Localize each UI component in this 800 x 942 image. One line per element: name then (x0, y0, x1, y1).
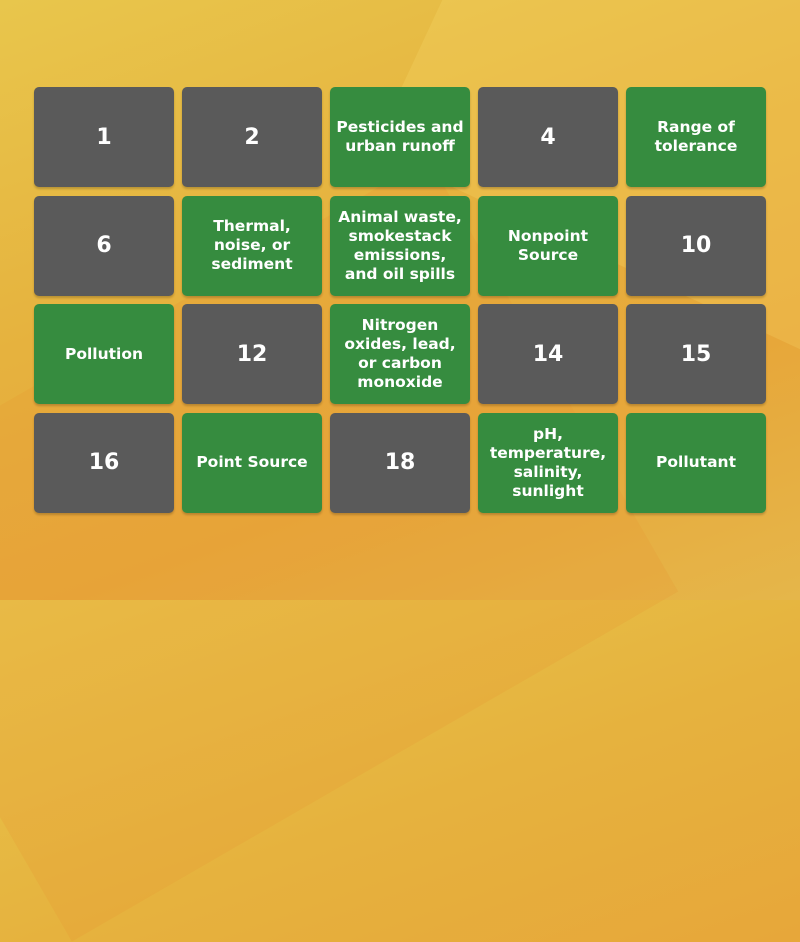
tile-label: 12 (236, 341, 268, 367)
answer-tile[interactable]: Pesticides and urban runoff (330, 87, 470, 187)
tile-label: 2 (244, 124, 260, 150)
tile-label: Point Source (196, 453, 308, 471)
answer-tile[interactable]: pH, temperature, salinity, sunlight (478, 412, 618, 513)
tile-label: Thermal, noise, or sediment (211, 217, 293, 273)
numbered-tile[interactable]: 4 (478, 87, 618, 187)
answer-tile[interactable]: Pollution (34, 304, 174, 404)
answer-tile[interactable]: Range of tolerance (626, 87, 766, 187)
tile-label: 6 (96, 233, 112, 258)
tile-grid: 1 2 Pesticides and urban runoff 4 Range of t… (34, 87, 766, 513)
answer-tile[interactable]: Thermal, noise, or sediment (182, 195, 322, 296)
answer-tile[interactable]: Point Source (182, 412, 322, 513)
numbered-tile[interactable]: 14 (478, 304, 618, 404)
tile-label: Pollutant (656, 453, 736, 471)
numbered-tile[interactable]: 10 (626, 195, 766, 296)
tile-label: Nitrogen oxides, lead, or carbon monoxid… (344, 316, 456, 391)
tile-label: 4 (540, 124, 556, 150)
tile-label: 14 (532, 341, 564, 367)
answer-tile[interactable]: Animal waste, smokestack emissions, and … (330, 195, 470, 296)
tile-label: 10 (680, 233, 712, 258)
numbered-tile[interactable]: 16 (34, 412, 174, 513)
numbered-tile[interactable]: 15 (626, 304, 766, 404)
answer-tile[interactable]: Pollutant (626, 412, 766, 513)
tile-label: 15 (680, 341, 712, 367)
tile-label: Pesticides and urban runoff (336, 118, 464, 155)
numbered-tile[interactable]: 12 (182, 304, 322, 404)
numbered-tile[interactable]: 18 (330, 412, 470, 513)
tile-label: Animal waste, smokestack emissions, and … (338, 207, 462, 283)
tile-label: Range of tolerance (654, 118, 738, 155)
tile-label: Nonpoint Source (507, 226, 589, 264)
tile-label: pH, temperature, salinity, sunlight (489, 424, 607, 500)
tile-label: 16 (88, 450, 120, 475)
tile-label: 18 (384, 450, 416, 475)
answer-tile[interactable]: Nitrogen oxides, lead, or carbon monoxid… (330, 304, 470, 404)
numbered-tile[interactable]: 2 (182, 87, 322, 187)
tile-label: 1 (96, 124, 112, 150)
tile-label: Pollution (64, 344, 144, 363)
answer-tile[interactable]: Nonpoint Source (478, 195, 618, 296)
numbered-tile[interactable]: 1 (34, 87, 174, 187)
numbered-tile[interactable]: 6 (34, 195, 174, 296)
